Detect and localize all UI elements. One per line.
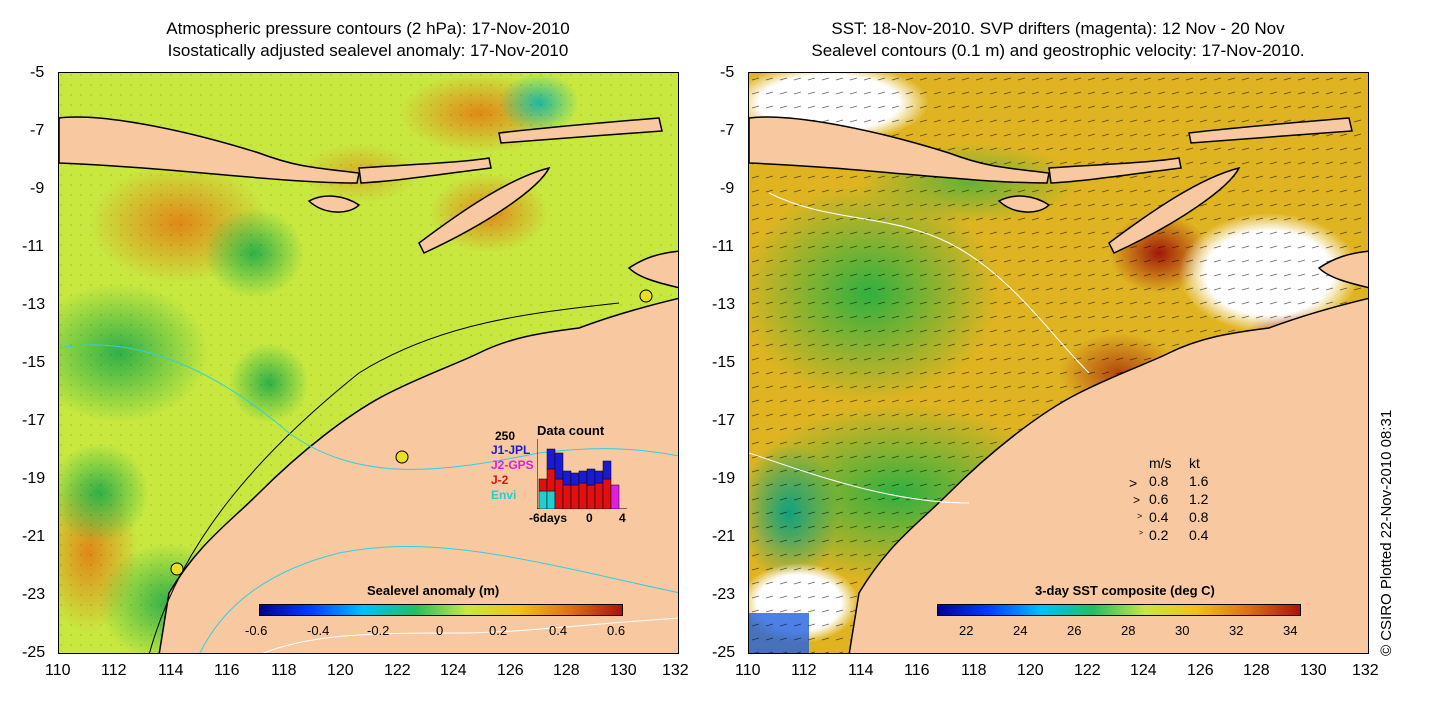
right-x-tick: 126 <box>1187 662 1214 679</box>
right-y-tick: -7 <box>720 122 735 139</box>
speed-legend: m/s kt > 0.8 1.6 > 0.6 1.2 > 0.4 0.8 > 0… <box>1129 455 1249 545</box>
left-y-tick: -17 <box>22 412 46 429</box>
data-count-histogram <box>537 439 627 509</box>
left-x-tick: 112 <box>101 662 127 679</box>
left-y-tick: -25 <box>22 644 46 661</box>
left-colorbar-tick: 0.4 <box>549 623 568 638</box>
left-x-tick: 114 <box>158 662 184 679</box>
right-x-tick: 122 <box>1074 662 1101 679</box>
right-y-tick: -23 <box>712 586 736 603</box>
right-title-line2: Sealevel contours (0.1 m) and geostrophi… <box>811 41 1305 60</box>
right-x-tick: 128 <box>1243 662 1270 679</box>
right-y-tick: -17 <box>712 412 736 429</box>
speed-legend-kt: 1.6 <box>1189 473 1209 489</box>
right-y-tick: -19 <box>712 470 736 487</box>
right-y-tick: -5 <box>720 64 735 81</box>
right-x-tick: 124 <box>1130 662 1157 679</box>
legend-envi: Envi <box>491 488 517 502</box>
csiro-credit: © CSIRO Plotted 22-Nov-2010 08:31 <box>1378 409 1395 656</box>
legend-j-2: J-2 <box>491 473 509 487</box>
right-colorbar-title: 3-day SST composite (deg C) <box>1035 583 1215 598</box>
left-y-tick: -11 <box>22 238 44 255</box>
left-y-tick: -15 <box>22 354 46 371</box>
right-colorbar <box>937 604 1301 616</box>
left-x-tick: 124 <box>440 662 467 679</box>
right-colorbar-tick: 32 <box>1229 623 1244 638</box>
right-colorbar-tick: 34 <box>1283 623 1298 638</box>
right-x-tick: 118 <box>961 662 987 679</box>
right-colorbar-tick: 30 <box>1175 623 1190 638</box>
left-x-tick: 132 <box>662 662 689 679</box>
left-colorbar-title: Sealevel anomaly (m) <box>367 583 500 598</box>
left-colorbar-tick: -0.4 <box>307 623 330 638</box>
left-colorbar <box>259 604 623 616</box>
right-y-tick: -25 <box>712 644 736 661</box>
right-x-tick: 130 <box>1300 662 1327 679</box>
right-x-tick: 112 <box>791 662 817 679</box>
right-x-tick: 120 <box>1017 662 1044 679</box>
right-colorbar-tick: 24 <box>1013 623 1028 638</box>
left-colorbar-tick: 0.6 <box>607 623 626 638</box>
right-y-tick: -21 <box>712 528 736 545</box>
right-x-tick: 132 <box>1352 662 1379 679</box>
left-colorbar-tick: 0 <box>436 623 444 638</box>
speed-arrow-icon: > <box>1133 493 1141 507</box>
speed-legend-kt: 0.8 <box>1189 509 1209 525</box>
data-count-ymax: 250 <box>495 429 516 443</box>
right-x-tick: 114 <box>848 662 874 679</box>
left-colorbar-tick: -0.6 <box>245 623 268 638</box>
legend-j1-jpl: J1-JPL <box>491 443 531 457</box>
left-colorbar-tick: 0.2 <box>489 623 508 638</box>
left-x-tick: 122 <box>384 662 411 679</box>
left-x-tick: 128 <box>553 662 580 679</box>
data-count-xlabel-zero: 0 <box>586 511 593 525</box>
speed-legend-ms: 0.8 <box>1149 473 1169 489</box>
right-title-line1: SST: 18-Nov-2010. SVP drifters (magenta)… <box>831 19 1285 38</box>
speed-legend-ms: 0.6 <box>1149 491 1169 507</box>
left-x-tick: 120 <box>327 662 354 679</box>
right-y-tick: -15 <box>712 354 736 371</box>
data-count-inset: Data count 250 J1-JPL J2-GPS J-2 Envi <box>489 423 629 525</box>
sst-map: m/s kt > 0.8 1.6 > 0.6 1.2 > 0.4 0.8 > 0… <box>748 72 1369 654</box>
speed-legend-header-ms: m/s <box>1149 455 1172 471</box>
right-y-tick: -9 <box>720 180 735 197</box>
left-x-tick: 126 <box>497 662 524 679</box>
left-title-line1: Atmospheric pressure contours (2 hPa): 1… <box>166 19 570 38</box>
right-x-tick: 110 <box>735 662 761 679</box>
left-x-tick: 118 <box>271 662 297 679</box>
left-y-tick: -19 <box>22 470 46 487</box>
right-y-tick: -13 <box>712 296 736 313</box>
left-y-tick: -7 <box>30 122 45 139</box>
left-y-tick: -23 <box>22 586 46 603</box>
left-y-tick: -9 <box>30 180 45 197</box>
speed-legend-ms: 0.4 <box>1149 509 1169 525</box>
right-x-tick: 116 <box>904 662 930 679</box>
speed-arrow-icon: > <box>1139 530 1144 537</box>
speed-legend-header-kt: kt <box>1189 455 1200 471</box>
speed-arrow-icon: > <box>1137 511 1143 521</box>
left-y-tick: -21 <box>22 528 46 545</box>
speed-arrow-icon: > <box>1129 475 1138 491</box>
data-count-xlabel-end: 4 <box>619 511 626 525</box>
left-colorbar-tick: -0.2 <box>367 623 390 638</box>
speed-legend-kt: 1.2 <box>1189 491 1209 507</box>
left-title-line2: Isostatically adjusted sealevel anomaly:… <box>167 41 569 60</box>
right-colorbar-tick: 28 <box>1121 623 1136 638</box>
left-x-tick: 110 <box>45 662 71 679</box>
right-colorbar-tick: 22 <box>959 623 974 638</box>
left-x-tick: 116 <box>214 662 240 679</box>
left-x-tick: 130 <box>610 662 637 679</box>
legend-j2-gps: J2-GPS <box>491 458 534 472</box>
left-y-tick: -5 <box>30 64 45 81</box>
speed-legend-ms: 0.2 <box>1149 527 1169 543</box>
left-y-tick: -13 <box>22 296 46 313</box>
right-y-tick: -11 <box>712 238 734 255</box>
right-colorbar-tick: 26 <box>1067 623 1082 638</box>
speed-legend-kt: 0.4 <box>1189 527 1209 543</box>
data-count-xlabel-start: -6days <box>529 511 568 525</box>
sealevel-anomaly-map: Data count 250 J1-JPL J2-GPS J-2 Envi <box>58 72 679 654</box>
data-count-title: Data count <box>537 423 605 438</box>
